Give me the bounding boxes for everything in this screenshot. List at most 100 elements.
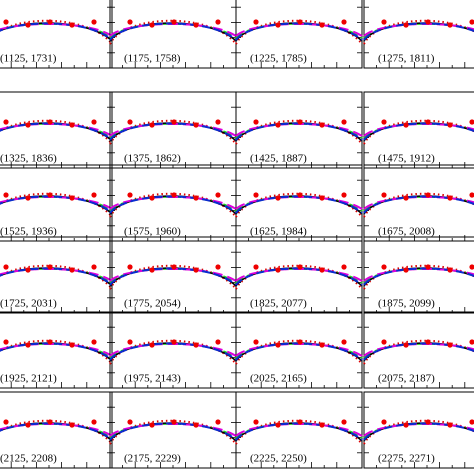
panel-label: (1675, 2008) — [378, 226, 435, 238]
data-point — [319, 342, 325, 348]
blue-dashed-curve — [363, 122, 474, 141]
data-point — [127, 19, 133, 25]
data-point — [47, 119, 53, 125]
data-point — [215, 419, 221, 425]
panel-label: (2175, 2229) — [124, 453, 181, 465]
data-point — [469, 419, 474, 425]
green-dashed-curve — [0, 195, 113, 212]
data-point — [381, 264, 387, 270]
data-point — [171, 419, 177, 425]
data-point — [149, 122, 155, 128]
data-point — [297, 339, 303, 345]
panel: (1975, 2143) — [109, 311, 237, 389]
data-point — [215, 339, 221, 345]
data-point — [275, 195, 281, 201]
data-point — [215, 192, 221, 198]
data-point — [25, 267, 31, 273]
panel-label: (1475, 1912) — [378, 153, 435, 165]
data-point — [253, 19, 259, 25]
data-point — [3, 339, 9, 345]
panel: (2275, 2271) — [363, 391, 474, 469]
panel: (1775, 2054) — [109, 236, 237, 314]
data-point — [469, 192, 474, 198]
data-point — [425, 264, 431, 270]
panel: (1675, 2008) — [363, 164, 474, 242]
data-point — [447, 195, 453, 201]
data-point — [297, 419, 303, 425]
green-dashed-curve — [235, 267, 363, 284]
data-point — [193, 342, 199, 348]
data-point — [193, 195, 199, 201]
black-solid-curve — [235, 195, 363, 215]
blue-dashed-curve — [235, 422, 363, 441]
data-point — [25, 22, 31, 28]
data-point — [447, 22, 453, 28]
panel-label: (2125, 2208) — [0, 453, 57, 465]
data-point — [319, 22, 325, 28]
blue-dashed-curve — [363, 22, 474, 41]
panel-label: (1925, 2121) — [0, 373, 57, 385]
data-point — [91, 339, 97, 345]
data-point — [47, 419, 53, 425]
data-point — [25, 342, 31, 348]
data-point — [149, 22, 155, 28]
data-point — [25, 422, 31, 428]
data-point — [193, 22, 199, 28]
green-dashed-curve — [109, 267, 237, 284]
blue-dashed-curve — [0, 342, 113, 361]
data-point — [447, 122, 453, 128]
blue-dashed-curve — [235, 22, 363, 41]
black-solid-curve — [109, 122, 237, 142]
data-point — [127, 264, 133, 270]
data-point — [69, 342, 75, 348]
data-point — [381, 19, 387, 25]
data-point — [193, 267, 199, 273]
panel: (1275, 1811) — [363, 0, 474, 69]
data-point — [47, 19, 53, 25]
blue-dashed-curve — [235, 195, 363, 214]
panel: (1325, 1836) — [0, 91, 113, 169]
blue-dashed-curve — [0, 122, 113, 141]
black-solid-curve — [109, 422, 237, 442]
data-point — [275, 22, 281, 28]
green-dashed-curve — [235, 422, 363, 439]
blue-dashed-curve — [0, 22, 113, 41]
green-dashed-curve — [0, 122, 113, 139]
data-point — [469, 264, 474, 270]
panel: (2175, 2229) — [109, 391, 237, 469]
data-point — [149, 267, 155, 273]
data-point — [425, 339, 431, 345]
data-point — [127, 419, 133, 425]
data-point — [253, 192, 259, 198]
panel: (1525, 1936) — [0, 164, 113, 242]
black-solid-curve — [235, 422, 363, 442]
data-point — [215, 119, 221, 125]
panel-label: (2075, 2187) — [378, 373, 435, 385]
data-point — [127, 119, 133, 125]
green-dashed-curve — [235, 195, 363, 212]
black-solid-curve — [109, 195, 237, 215]
data-point — [171, 264, 177, 270]
data-point — [381, 119, 387, 125]
data-point — [447, 267, 453, 273]
data-point — [469, 339, 474, 345]
panel: (1375, 1862) — [109, 91, 237, 169]
blue-dashed-curve — [235, 122, 363, 141]
data-point — [171, 192, 177, 198]
data-point — [447, 422, 453, 428]
data-point — [319, 422, 325, 428]
data-point — [25, 122, 31, 128]
data-point — [69, 22, 75, 28]
blue-dashed-curve — [363, 342, 474, 361]
panel-label: (1825, 2077) — [250, 298, 307, 310]
green-dashed-curve — [109, 22, 237, 39]
panel: (1575, 1960) — [109, 164, 237, 242]
data-point — [91, 264, 97, 270]
data-point — [341, 264, 347, 270]
data-point — [91, 19, 97, 25]
panel: (1425, 1887) — [235, 91, 363, 169]
panel-label: (2025, 2165) — [250, 373, 307, 385]
data-point — [253, 264, 259, 270]
panel: (1925, 2121) — [0, 311, 113, 389]
